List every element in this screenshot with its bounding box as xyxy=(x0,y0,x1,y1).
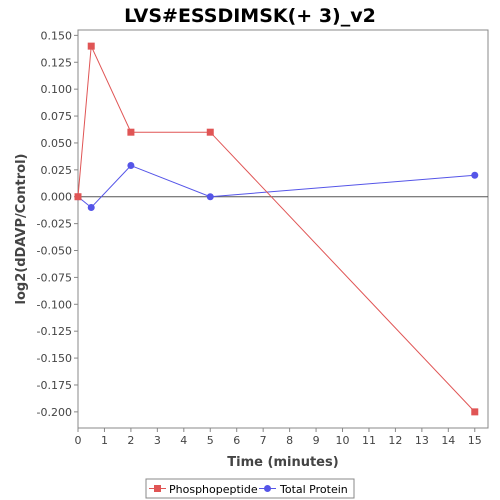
legend-marker-circle xyxy=(264,485,271,492)
data-point-phosphopeptide xyxy=(127,128,135,136)
x-tick-label: 3 xyxy=(154,434,161,447)
y-tick-label: 0.075 xyxy=(41,110,73,123)
x-tick-label: 9 xyxy=(313,434,320,447)
y-tick-label: -0.125 xyxy=(37,325,72,338)
x-tick-label: 12 xyxy=(388,434,402,447)
legend-box xyxy=(145,478,355,499)
y-tick-label: -0.200 xyxy=(37,406,72,419)
y-tick-label: 0.025 xyxy=(41,164,73,177)
x-tick-label: 11 xyxy=(362,434,376,447)
y-tick-label: -0.075 xyxy=(37,271,72,284)
y-tick-label: 0.100 xyxy=(41,83,73,96)
x-axis: 0 1 2 3 4 5 6 7 8 9 10 11 12 13 14 15 xyxy=(75,428,482,447)
chart-title: LVS#ESSDIMSK(+ 3)_v2 xyxy=(124,5,376,27)
data-point-phosphopeptide xyxy=(206,128,214,136)
y-tick-label: -0.150 xyxy=(37,352,72,365)
legend-label-phosphopeptide: Phosphopeptide xyxy=(169,483,258,496)
legend-item-phosphopeptide: Phosphopeptide xyxy=(149,483,258,496)
x-tick-label: 7 xyxy=(260,434,267,447)
data-point-total-protein xyxy=(471,171,479,179)
x-tick-label: 8 xyxy=(286,434,293,447)
legend-marker-square xyxy=(154,485,161,492)
legend-item-total-protein: Total Protein xyxy=(259,483,348,496)
data-point-phosphopeptide xyxy=(74,193,82,201)
series-phosphopeptide xyxy=(74,42,479,416)
x-tick-label: 1 xyxy=(101,434,108,447)
y-tick-label: -0.050 xyxy=(37,245,72,258)
data-point-total-protein xyxy=(87,203,95,211)
x-tick-label: 6 xyxy=(233,434,240,447)
y-tick-label: -0.100 xyxy=(37,298,72,311)
x-axis-label: Time (minutes) xyxy=(227,455,338,470)
x-tick-label: 14 xyxy=(441,434,455,447)
y-tick-label: 0.000 xyxy=(41,191,73,204)
x-tick-label: 10 xyxy=(336,434,350,447)
data-point-phosphopeptide xyxy=(471,408,479,416)
series-group xyxy=(74,42,479,416)
x-tick-label: 13 xyxy=(415,434,429,447)
y-axis-label: log2(dDAVP/Control) xyxy=(14,154,29,305)
data-point-phosphopeptide xyxy=(87,42,95,50)
x-tick-label: 0 xyxy=(75,434,82,447)
y-tick-label: 0.150 xyxy=(41,29,73,42)
data-point-total-protein xyxy=(127,162,135,170)
x-tick-label: 2 xyxy=(127,434,134,447)
y-axis: 0.150 0.125 0.100 0.075 0.050 0.025 0.000 -0.02… xyxy=(37,29,78,419)
plot-area xyxy=(77,29,489,429)
y-tick-label: 0.050 xyxy=(41,137,73,150)
x-tick-label: 4 xyxy=(180,434,187,447)
y-tick-label: -0.025 xyxy=(37,218,72,231)
legend: Phosphopeptide Total Protein xyxy=(145,478,355,499)
x-tick-label: 5 xyxy=(207,434,214,447)
data-point-total-protein xyxy=(206,193,214,201)
x-tick-label: 15 xyxy=(468,434,482,447)
y-tick-label: -0.175 xyxy=(37,379,72,392)
y-tick-label: 0.125 xyxy=(41,56,73,69)
legend-label-total-protein: Total Protein xyxy=(279,483,348,496)
